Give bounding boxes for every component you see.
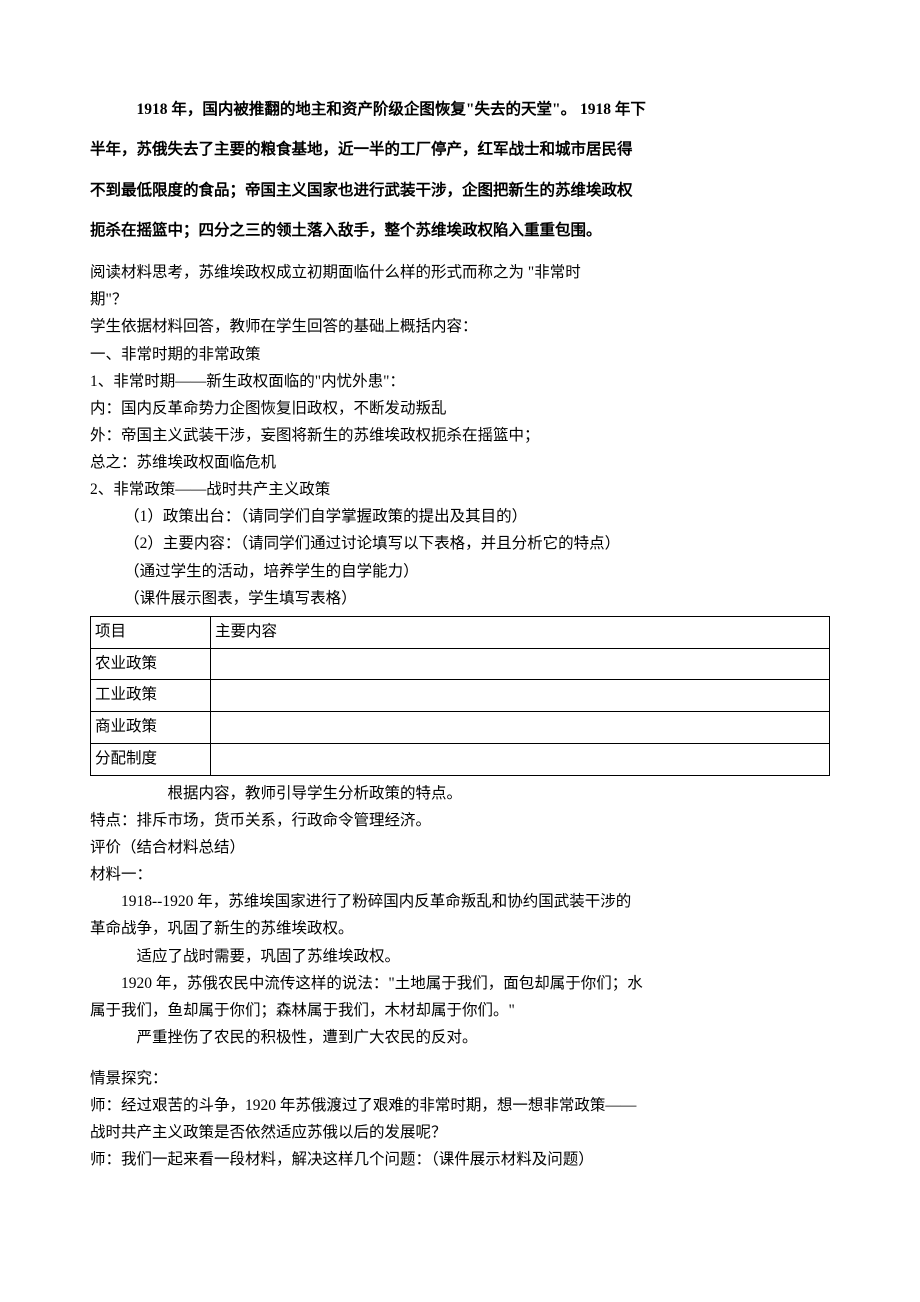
question-line-1a: 阅读材料思考，苏维埃政权成立初期面临什么样的形式而称之为 "非常时	[90, 259, 830, 286]
table-header-row: 项目 主要内容	[91, 616, 830, 648]
intro-line-4: 扼杀在摇篮中；四分之三的领土落入敌手，整个苏维埃政权陷入重重包围。	[90, 211, 830, 251]
feature-line: 特点：排斥市场，货币关系，行政命令管理经济。	[90, 807, 830, 834]
section-1-nei: 内：国内反革命势力企图恢复旧政权，不断发动叛乱	[90, 395, 830, 422]
material-2-line-a: 1920 年，苏俄农民中流传这样的说法："土地属于我们，面包却属于你们；水	[90, 970, 830, 997]
intro-line-3: 不到最低限度的食品；帝国主义国家也进行武装干涉，企图把新生的苏维埃政权	[90, 171, 830, 211]
intro-line-1: 1918 年，国内被推翻的地主和资产阶级企图恢复"失去的天堂"。 1918 年下	[90, 90, 830, 130]
table-cell-r1c2	[211, 648, 830, 680]
scene-title: 情景探究：	[90, 1065, 830, 1092]
table-header-col1: 项目	[91, 616, 211, 648]
table-row: 工业政策	[91, 680, 830, 712]
policy-table: 项目 主要内容 农业政策 工业政策 商业政策 分配制度	[90, 616, 830, 776]
question-line-2: 学生依据材料回答，教师在学生回答的基础上概括内容：	[90, 313, 830, 340]
section-1-2-a: （1）政策出台：（请同学们自学掌握政策的提出及其目的）	[124, 503, 830, 530]
scene-teacher-1b: 战时共产主义政策是否依然适应苏俄以后的发展呢？	[90, 1119, 830, 1146]
section-1-wai: 外：帝国主义武装干涉，妄图将新生的苏维埃政权扼杀在摇篮中；	[90, 422, 830, 449]
table-cell-r2c2	[211, 680, 830, 712]
table-row: 农业政策	[91, 648, 830, 680]
evaluate-line: 评价（结合材料总结）	[90, 834, 830, 861]
material-2-line-b: 属于我们，鱼却属于你们；森林属于我们，木材却属于你们。"	[90, 997, 830, 1024]
table-cell-r1c1: 农业政策	[91, 648, 211, 680]
table-header-col2: 主要内容	[211, 616, 830, 648]
table-cell-r4c2	[211, 744, 830, 776]
after-table-line-1: 根据内容，教师引导学生分析政策的特点。	[168, 780, 831, 807]
table-cell-r3c2	[211, 712, 830, 744]
section-gap	[90, 1051, 830, 1065]
material-1-conclusion: 适应了战时需要，巩固了苏维埃政权。	[137, 943, 831, 970]
scene-teacher-1a: 师：经过艰苦的斗争，1920 年苏俄渡过了艰难的非常时期，想一想非常政策——	[90, 1092, 830, 1119]
scene-teacher-2: 师：我们一起来看一段材料，解决这样几个问题：（课件展示材料及问题）	[90, 1146, 830, 1173]
section-1-item-1: 1、非常时期——新生政权面临的"内忧外患"：	[90, 368, 830, 395]
document-page: 1918 年，国内被推翻的地主和资产阶级企图恢复"失去的天堂"。 1918 年下…	[0, 0, 920, 1234]
material-2-conclusion: 严重挫伤了农民的积极性，遭到广大农民的反对。	[137, 1024, 831, 1051]
material-1-line-a: 1918--1920 年，苏维埃国家进行了粉碎国内反革命叛乱和协约国武装干涉的	[90, 888, 830, 915]
section-1-item-2: 2、非常政策——战时共产主义政策	[90, 476, 830, 503]
section-1-2-b: （2）主要内容：（请同学们通过讨论填写以下表格，并且分析它的特点）	[124, 530, 830, 557]
table-cell-r4c1: 分配制度	[91, 744, 211, 776]
table-row: 分配制度	[91, 744, 830, 776]
section-1-title: 一、非常时期的非常政策	[90, 341, 830, 368]
question-line-1b: 期"？	[90, 286, 830, 313]
section-1-zong: 总之：苏维埃政权面临危机	[90, 449, 830, 476]
intro-line-2: 半年，苏俄失去了主要的粮食基地，近一半的工厂停产，红军战士和城市居民得	[90, 130, 830, 170]
table-cell-r3c1: 商业政策	[91, 712, 211, 744]
table-cell-r2c1: 工业政策	[91, 680, 211, 712]
material-1-label: 材料一：	[90, 861, 830, 888]
table-row: 商业政策	[91, 712, 830, 744]
intro-bold-paragraph: 1918 年，国内被推翻的地主和资产阶级企图恢复"失去的天堂"。 1918 年下…	[90, 90, 830, 251]
section-1-2-c: （通过学生的活动，培养学生的自学能力）	[124, 558, 830, 585]
material-1-line-b: 革命战争，巩固了新生的苏维埃政权。	[90, 915, 830, 942]
section-1-2-d: （课件展示图表，学生填写表格）	[124, 585, 830, 612]
